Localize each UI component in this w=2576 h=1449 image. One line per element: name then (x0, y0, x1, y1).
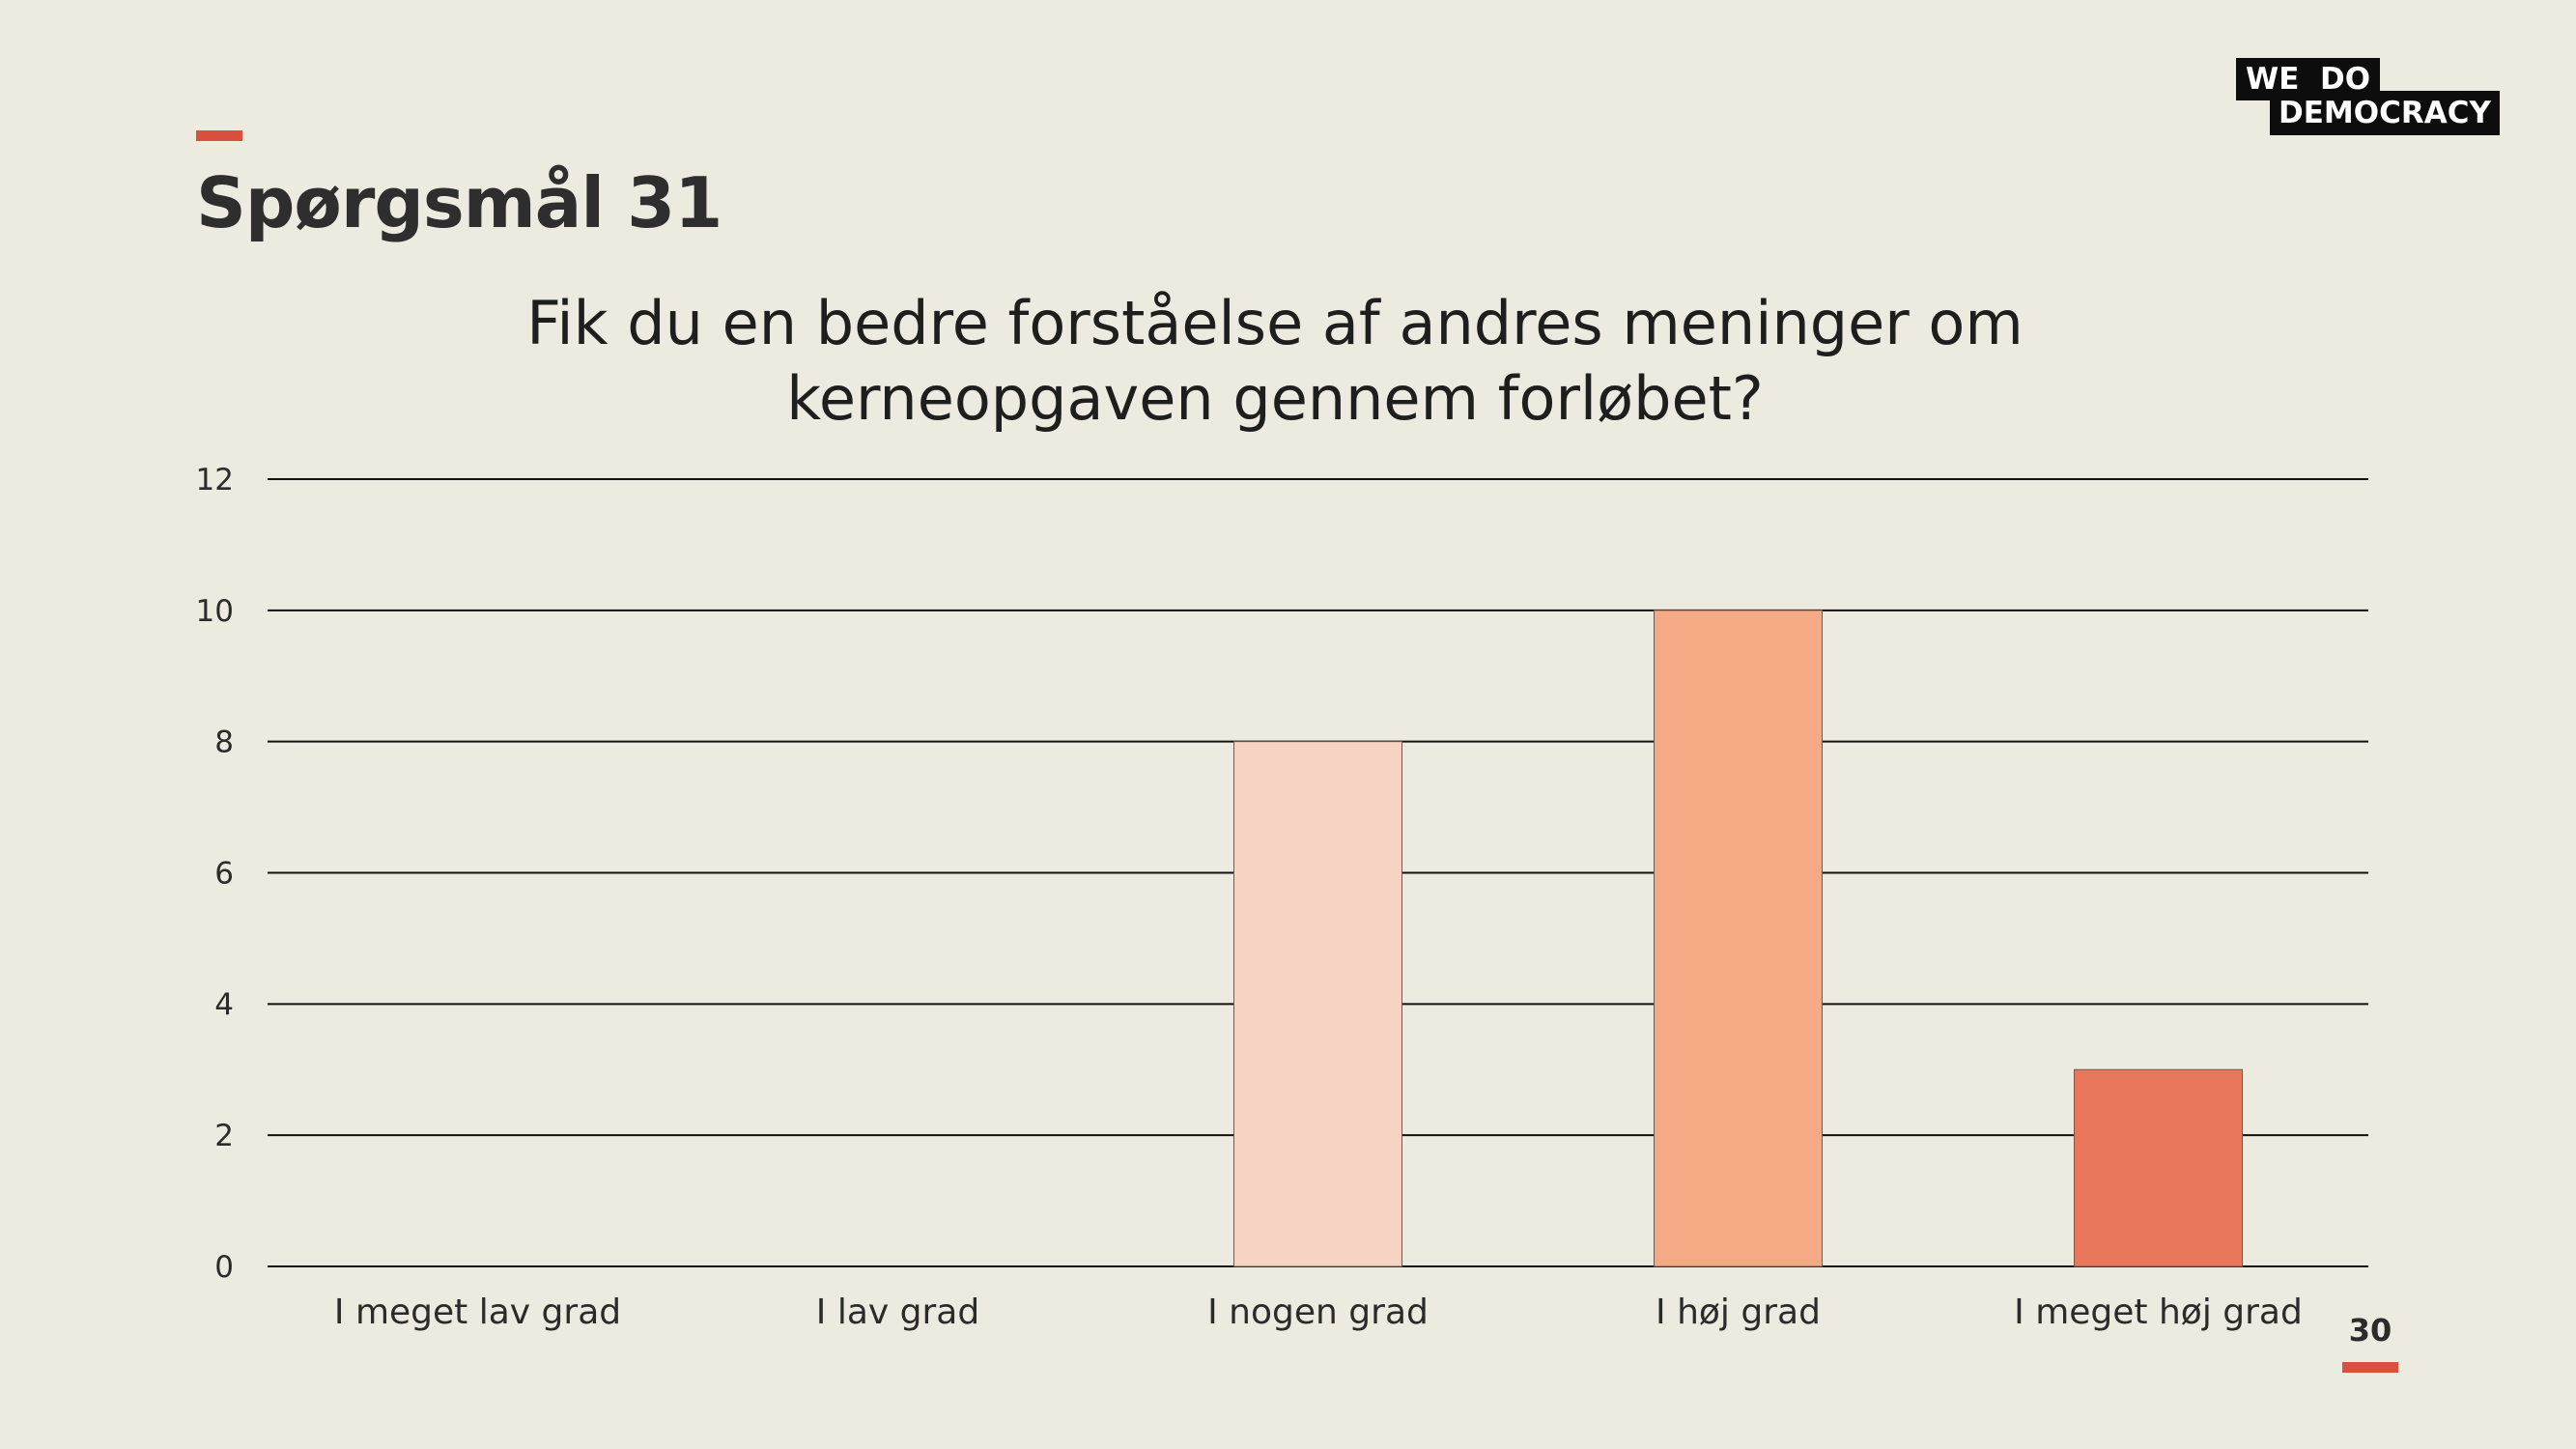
x-tick-label: I meget lav grad (334, 1293, 621, 1332)
y-tick-label: 8 (214, 725, 234, 760)
x-tick-label: I lav grad (816, 1293, 979, 1332)
chart-title-line-2: kerneopgaven gennem forløbet? (786, 363, 1764, 434)
y-tick-label: 6 (214, 857, 234, 892)
y-tick-label: 2 (214, 1119, 234, 1153)
x-tick-label: I nogen grad (1207, 1293, 1429, 1332)
y-tick-label: 12 (196, 463, 234, 497)
logo-line-2: DEMOCRACY (2270, 91, 2500, 135)
slide-title: Spørgsmål 31 (196, 162, 722, 243)
title-accent-bar (196, 130, 242, 141)
y-tick-label: 0 (214, 1250, 234, 1285)
bar (2074, 1068, 2243, 1267)
we-do-democracy-logo: WE DO DEMOCRACY (2236, 58, 2502, 140)
bar (1233, 741, 1402, 1267)
chart-title: Fik du en bedre forståelse af andres men… (319, 286, 2231, 437)
x-tick-label: I høj grad (1656, 1293, 1821, 1332)
page-number: 30 (2348, 1312, 2392, 1349)
chart-title-line-1: Fik du en bedre forståelse af andres men… (526, 288, 2024, 358)
y-tick-label: 4 (214, 987, 234, 1022)
x-tick-label: I meget høj grad (2014, 1293, 2303, 1332)
y-tick-label: 10 (196, 594, 234, 629)
page-number-accent-bar (2342, 1362, 2398, 1373)
bar (1654, 610, 1823, 1267)
